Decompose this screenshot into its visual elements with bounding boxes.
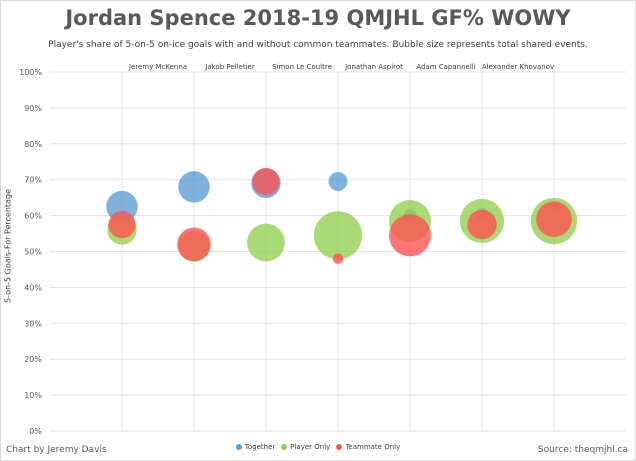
teammate-label: Jeremy McKenna: [128, 63, 187, 71]
tick-label-layer: 0% 10% 20% 30% 40% 50% 60% 70% 80% 90% 100% Jeremy …: [19, 63, 554, 436]
legend-label: Together: [244, 443, 276, 451]
legend-item: Player Only: [281, 443, 330, 451]
legend-swatch: [336, 444, 343, 450]
y-tick-label: 10%: [24, 391, 42, 400]
bubble-together: [328, 172, 348, 191]
teammate-label: Simon Le Coultre: [272, 63, 332, 71]
y-tick-label: 90%: [24, 104, 42, 113]
teammate-label: Adam Capannelli: [416, 63, 475, 71]
legend-label: Player Only: [290, 443, 331, 451]
y-tick-label: 80%: [24, 140, 42, 149]
bubble-teammate-only: [332, 253, 344, 264]
teammate-label: Alexander Khovanov: [482, 63, 554, 71]
bubble-teammate-only: [252, 167, 280, 196]
bubble-teammate-only: [467, 209, 497, 240]
bubble-teammate-only: [108, 210, 136, 239]
teammate-label: Jakob Pelletier: [204, 63, 255, 71]
legend-item: Together: [235, 443, 276, 451]
bubble-layer: [106, 167, 578, 264]
chart-subtitle: Player's share of 5-on-5 on-ice goals wi…: [48, 40, 588, 50]
legend-swatch: [281, 444, 288, 450]
y-tick-label: 0%: [29, 427, 42, 436]
bubble-teammate-only: [389, 214, 431, 257]
chart-credit: Chart by Jeremy Davis: [6, 445, 107, 455]
y-tick-label: 70%: [24, 176, 42, 185]
legend: Together Player Only Teammate Only: [0, 443, 636, 451]
y-tick-label: 20%: [24, 355, 42, 364]
bubble-teammate-only: [536, 201, 572, 238]
chart-title: Jordan Spence 2018-19 QMJHL GF% WOWY: [65, 6, 571, 30]
y-tick-label: 30%: [24, 319, 42, 328]
teammate-label: Jonathan Aspirot: [344, 63, 403, 71]
bubble-player-only: [247, 223, 285, 262]
bubble-player-only: [313, 211, 363, 260]
legend-item: Teammate Only: [336, 443, 400, 451]
legend-label: Teammate Only: [345, 443, 401, 451]
y-tick-label: 40%: [24, 283, 42, 292]
y-tick-label: 50%: [24, 248, 42, 257]
legend-swatch: [235, 444, 242, 450]
y-tick-label: 60%: [24, 212, 42, 221]
bubble-together: [178, 171, 210, 203]
y-tick-label: 100%: [19, 68, 42, 77]
chart-source: Source: theqmjhl.ca: [537, 445, 628, 455]
bubble-teammate-only: [177, 227, 211, 262]
